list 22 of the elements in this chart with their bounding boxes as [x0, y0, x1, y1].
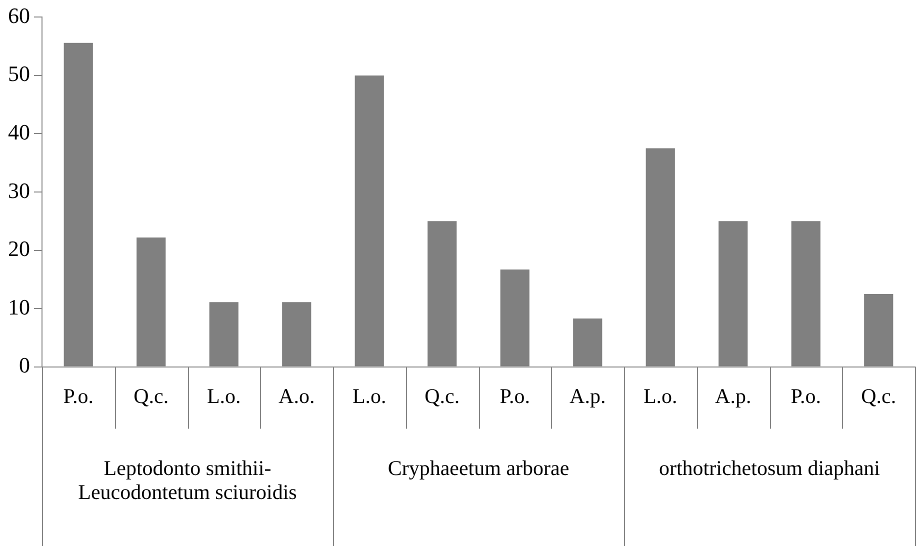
x-tick-label: L.o. [352, 384, 386, 408]
text: Cryphaeetum arborae [388, 456, 570, 480]
y-tick-label: 0 [19, 352, 30, 378]
text: orthotrichetosum diaphani [658, 456, 880, 480]
y-tick-label: 10 [8, 294, 30, 320]
x-tick-label: Q.c. [861, 384, 896, 408]
x-tick-label: P.o. [790, 384, 822, 408]
y-tick-label: 50 [8, 61, 30, 86]
text: Leptodonto smithii-Leucodontetum sciuroidis [78, 456, 297, 504]
x-tick-label: L.o. [643, 384, 678, 408]
x-tick-label: L.o. [206, 384, 241, 408]
y-tick-label: 30 [8, 178, 30, 203]
y-tick-label: 60 [8, 2, 30, 28]
x-tick-label: A.o. [278, 384, 315, 408]
x-tick-label: Q.c. [134, 384, 169, 408]
y-tick-label: 40 [8, 120, 30, 145]
x-tick-label: Q.c. [424, 384, 460, 408]
y-tick-label: 20 [8, 236, 30, 262]
x-tick-label: P.o. [63, 384, 94, 408]
x-tick-label: P.o. [500, 384, 530, 408]
x-tick-label: A.p. [570, 384, 606, 408]
x-tick-label: A.p. [715, 384, 752, 408]
